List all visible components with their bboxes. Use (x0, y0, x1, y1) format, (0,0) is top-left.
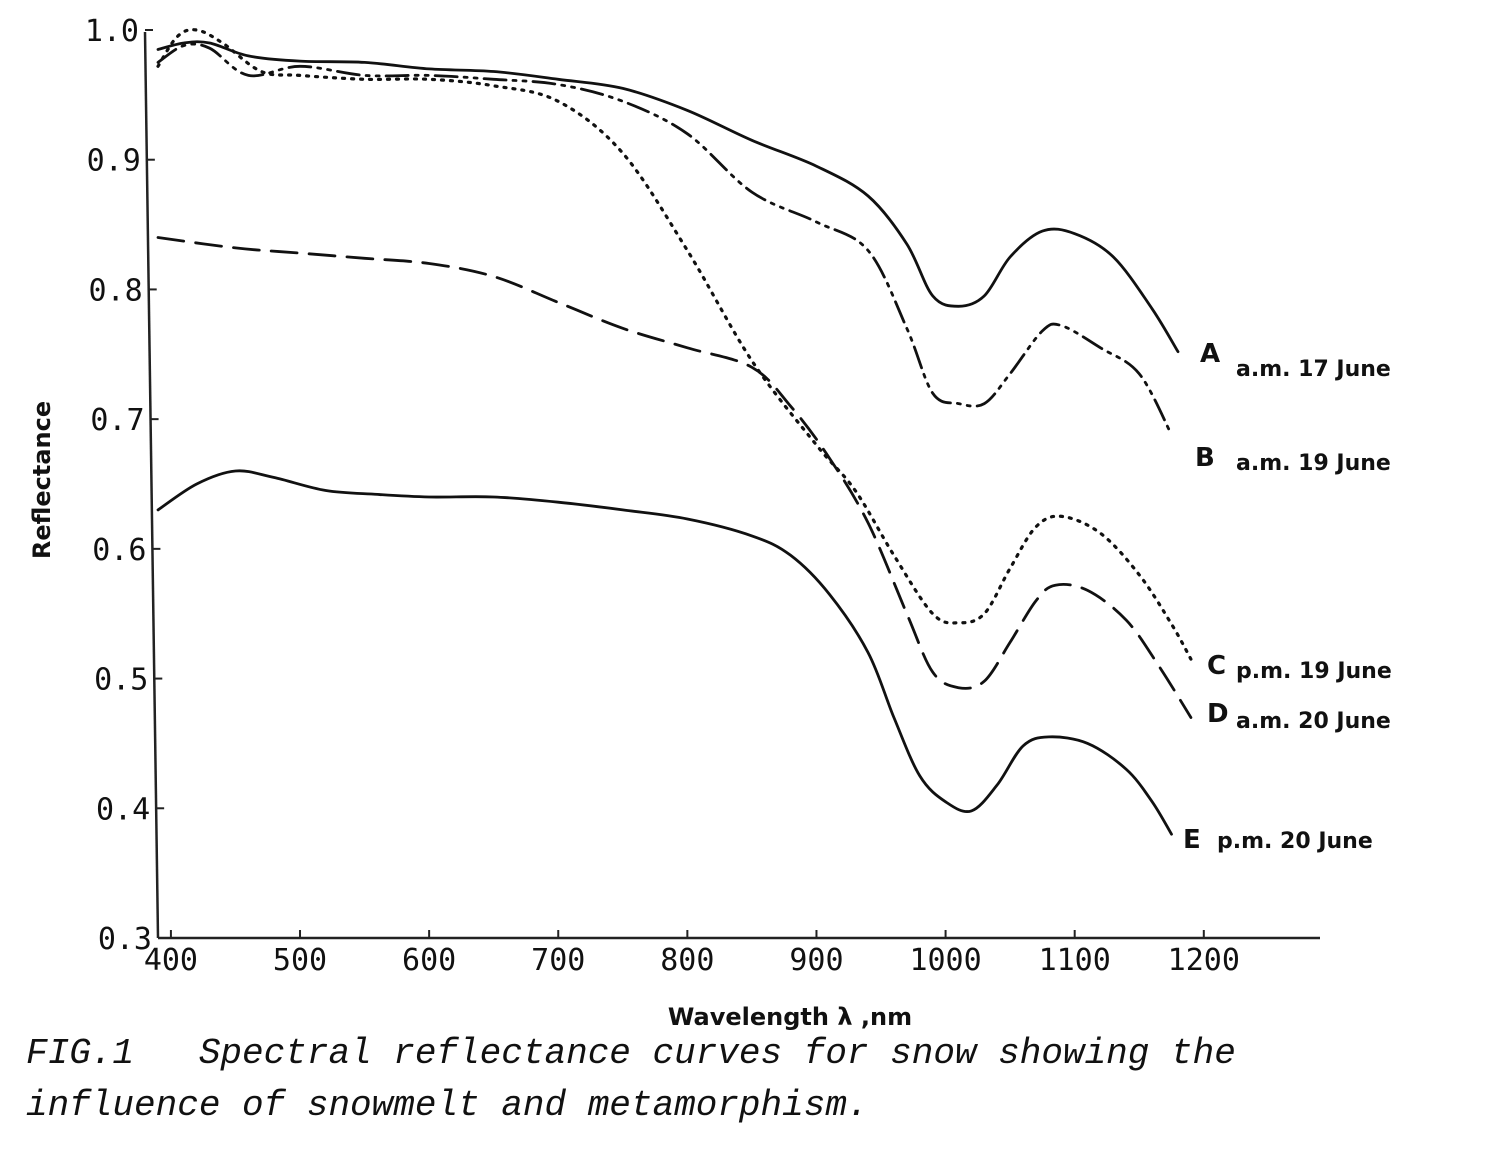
figure-caption: FIG.1 Spectral reflectance curves for sn… (26, 1033, 1236, 1126)
x-tick-label: 900 (789, 943, 843, 978)
series-letter-b: B (1195, 443, 1215, 473)
y-tick-label: 0.3 (98, 922, 152, 957)
y-tick-label: 0.7 (90, 403, 144, 438)
x-tick-label: 600 (402, 943, 456, 978)
x-tick-label: 1200 (1168, 943, 1240, 978)
series-date-c: p.m. 19 June (1236, 659, 1392, 684)
x-tick-label: 800 (660, 943, 714, 978)
series-letter-e: E (1183, 825, 1201, 855)
x-tick-label: 1100 (1039, 943, 1111, 978)
series-date-a: a.m. 17 June (1236, 357, 1391, 382)
series-line-d (156, 236, 1193, 719)
y-axis-line (143, 31, 160, 939)
y-tick-label: 0.4 (96, 792, 150, 827)
reflectance-chart: 400 500 600 700 800 900 1000 1100 1200 0.3 0.4 0.5 0… (28, 14, 1392, 1030)
y-tick-label: 1.0 (85, 14, 139, 49)
x-tick-label: 400 (144, 943, 198, 978)
series-line-a (156, 40, 1180, 354)
series-labels: Aa.m. 17 June B a.m. 19 June C p.m. 19 June D… (1183, 339, 1392, 855)
y-tick-label: 0.5 (94, 663, 148, 698)
x-tick-label: 500 (273, 943, 327, 978)
series-line-e (156, 469, 1173, 836)
series-lines (156, 28, 1193, 836)
y-axis-title: Reflectance (28, 401, 56, 559)
y-tick-label: 0.9 (87, 144, 141, 179)
y-tick-label: 0.8 (89, 273, 143, 308)
series-letter-a: A (1200, 339, 1220, 369)
tick-labels: 400 500 600 700 800 900 1000 1100 1200 0.3 0.4 0.5 0… (85, 14, 1240, 978)
series-date-b: a.m. 19 June (1236, 451, 1391, 476)
x-tick-label: 1000 (909, 943, 981, 978)
x-tick-label: 700 (531, 943, 585, 978)
series-line-b (156, 42, 1173, 437)
x-axis-title: Wavelength λ ,nm (668, 1003, 912, 1030)
series-letter-d: D (1207, 699, 1229, 729)
series-letter-c: C (1207, 651, 1226, 681)
axes (143, 31, 1320, 940)
series-date-e: p.m. 20 June (1217, 829, 1373, 854)
series-date-d: a.m. 20 June (1236, 709, 1391, 734)
y-tick-label: 0.6 (92, 533, 146, 568)
